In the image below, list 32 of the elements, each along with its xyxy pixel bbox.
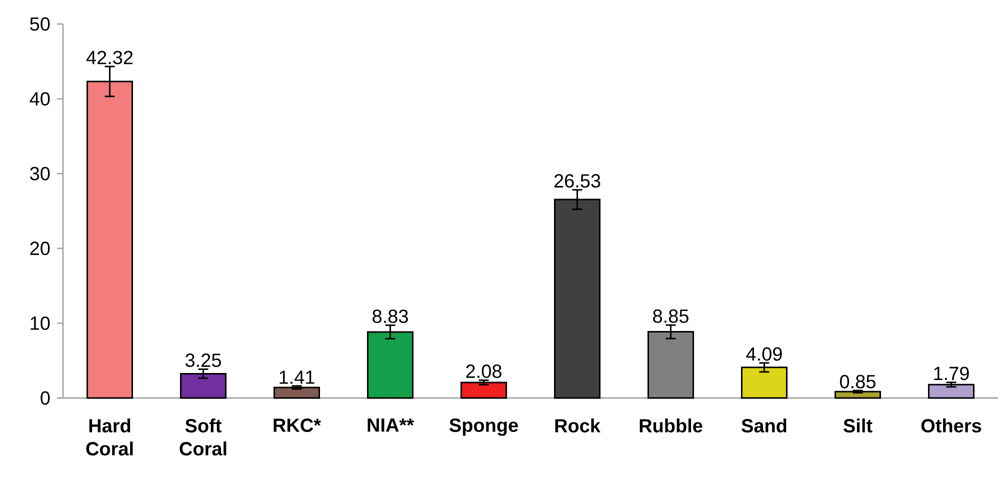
bar — [460, 382, 508, 399]
data-label: 1.79 — [934, 366, 969, 380]
x-tick-label: Sponge — [449, 418, 518, 436]
x-tick-label: Hard Coral — [86, 418, 133, 456]
x-tick-label: RKC* — [274, 418, 321, 432]
y-tick-label: 20 — [30, 242, 50, 256]
y-tick-label: 10 — [30, 316, 50, 330]
data-label: 26.53 — [554, 174, 600, 188]
bar — [274, 386, 320, 399]
bar — [180, 372, 227, 399]
y-tick-label: 0 — [40, 391, 50, 405]
x-tick-label: Rock — [555, 418, 601, 432]
data-label: 8.85 — [653, 309, 688, 323]
y-tick-label: 50 — [30, 17, 50, 31]
y-tick-label: 40 — [30, 92, 50, 106]
bar — [741, 366, 788, 399]
x-tick-label: Sand — [742, 418, 786, 432]
x-tick-label: Soft Coral — [180, 418, 226, 456]
y-tick-label: 30 — [30, 166, 50, 180]
x-tick-label: NIA** — [368, 418, 414, 432]
data-label: 2.08 — [466, 364, 502, 378]
bar — [928, 384, 975, 399]
data-label: 42.32 — [86, 50, 133, 64]
data-label: 0.85 — [840, 374, 876, 388]
x-tick-label: Silt — [844, 418, 872, 432]
data-label: 3.25 — [185, 354, 221, 368]
x-tick-label: Others — [921, 418, 982, 432]
data-label: 4.09 — [746, 347, 782, 361]
x-tick-label: Rubble — [640, 418, 702, 432]
bar — [834, 390, 882, 399]
data-label: 8.83 — [372, 310, 408, 324]
data-label: 1.41 — [280, 370, 314, 384]
